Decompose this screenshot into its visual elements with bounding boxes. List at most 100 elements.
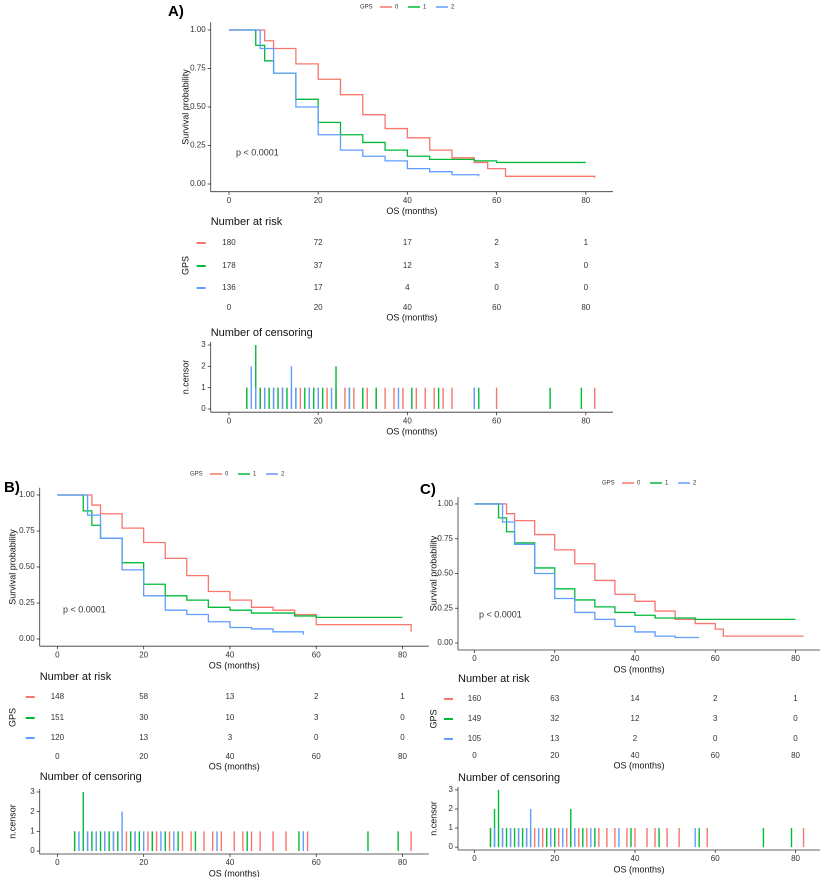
risk-count: 13 xyxy=(225,692,234,701)
x-tick-label: 80 xyxy=(398,858,407,867)
risk-count: 136 xyxy=(222,283,236,292)
legend-title: GPS xyxy=(360,5,373,11)
risk-count: 1 xyxy=(400,692,405,701)
x-tick-label: 20 xyxy=(139,752,148,761)
y-tick-label: 3 xyxy=(30,787,35,796)
panel-label: C) xyxy=(420,481,436,498)
y-tick-label: 0.00 xyxy=(19,634,35,643)
risk-count: 17 xyxy=(314,283,323,292)
risk-count: 63 xyxy=(550,694,559,703)
x-tick-label: 0 xyxy=(227,303,232,312)
risk-count: 30 xyxy=(139,713,148,722)
plot-title: Number of censoring xyxy=(458,772,560,784)
risk-count: 58 xyxy=(139,692,148,701)
y-axis-title: n.censor xyxy=(180,360,190,395)
x-tick-label: 40 xyxy=(403,196,412,205)
risk-count: 2 xyxy=(494,238,499,247)
legend-label: 1 xyxy=(253,472,257,478)
x-tick-label: 80 xyxy=(581,303,590,312)
x-tick-label: 20 xyxy=(550,654,559,663)
risk-count: 72 xyxy=(314,238,323,247)
x-tick-label: 20 xyxy=(139,650,148,659)
survival-curve xyxy=(57,494,412,632)
legend-label: 2 xyxy=(451,5,455,11)
legend-title: GPS xyxy=(190,472,203,478)
risk-count: 4 xyxy=(405,283,410,292)
risk-count: 180 xyxy=(222,238,236,247)
y-tick-label: 0.00 xyxy=(437,638,453,647)
risk-count: 10 xyxy=(225,713,234,722)
risk-count: 37 xyxy=(314,261,323,270)
risk-count: 3 xyxy=(494,261,499,270)
x-tick-label: 80 xyxy=(581,416,590,425)
x-tick-label: 60 xyxy=(492,303,501,312)
legend-label: 1 xyxy=(665,481,669,487)
risk-count: 0 xyxy=(400,733,405,742)
risk-count: 2 xyxy=(314,692,319,701)
x-tick-label: 80 xyxy=(791,751,800,760)
y-tick-label: 0.00 xyxy=(190,179,206,188)
risk-count: 120 xyxy=(51,733,65,742)
y-tick-label: 0.25 xyxy=(437,603,453,612)
x-tick-label: 60 xyxy=(312,858,321,867)
risk-count: 0 xyxy=(793,734,798,743)
x-tick-label: 60 xyxy=(492,416,501,425)
risk-count: 151 xyxy=(51,713,65,722)
y-tick-label: 1.00 xyxy=(190,25,206,34)
risk-count: 3 xyxy=(314,713,319,722)
y-tick-label: 2 xyxy=(449,804,454,813)
risk-count: 149 xyxy=(468,714,482,723)
p-value: p < 0.0001 xyxy=(236,147,279,157)
x-tick-label: 60 xyxy=(312,752,321,761)
x-tick-label: 80 xyxy=(791,854,800,863)
x-tick-label: 0 xyxy=(55,752,60,761)
x-axis-title: OS (months) xyxy=(613,864,664,874)
p-value: p < 0.0001 xyxy=(479,609,522,619)
x-tick-label: 40 xyxy=(631,654,640,663)
x-tick-label: 40 xyxy=(225,650,234,659)
risk-count: 17 xyxy=(403,238,412,247)
legend-label: 2 xyxy=(281,472,285,478)
y-tick-label: 3 xyxy=(449,785,454,794)
y-tick-label: 1.00 xyxy=(437,499,453,508)
survival-curve xyxy=(228,29,480,177)
survival-curve xyxy=(474,503,804,637)
panel-label: B) xyxy=(4,479,20,496)
y-axis-title: n.censor xyxy=(7,804,17,839)
x-tick-label: 80 xyxy=(398,650,407,659)
legend-label: 0 xyxy=(225,472,229,478)
risk-count: 0 xyxy=(314,733,319,742)
p-value: p < 0.0001 xyxy=(63,604,106,614)
risk-count: 0 xyxy=(584,261,589,270)
x-axis-title: OS (months) xyxy=(386,427,437,437)
risk-count: 13 xyxy=(139,733,148,742)
y-tick-label: 0 xyxy=(30,846,35,855)
x-tick-label: 0 xyxy=(55,650,60,659)
y-tick-label: 0.50 xyxy=(437,569,453,578)
y-axis-title: Survival probability xyxy=(180,69,190,145)
x-axis-title: OS (months) xyxy=(209,661,260,671)
x-tick-label: 40 xyxy=(631,854,640,863)
x-tick-label: 0 xyxy=(227,416,232,425)
x-tick-label: 20 xyxy=(550,854,559,863)
risk-count: 3 xyxy=(713,714,718,723)
x-tick-label: 0 xyxy=(472,854,477,863)
plot-title: Number of censoring xyxy=(211,327,313,339)
x-tick-label: 60 xyxy=(711,854,720,863)
y-tick-label: 0.75 xyxy=(19,526,35,535)
risk-count: 12 xyxy=(631,714,640,723)
table-title: Number at risk xyxy=(458,673,530,685)
risk-count: 0 xyxy=(400,713,405,722)
risk-count: 160 xyxy=(468,694,482,703)
x-tick-label: 0 xyxy=(472,751,477,760)
x-axis-title: OS (months) xyxy=(386,206,437,216)
risk-count: 1 xyxy=(793,694,798,703)
survival-curve xyxy=(228,29,596,178)
y-axis-title: GPS xyxy=(428,709,438,728)
x-tick-label: 40 xyxy=(225,858,234,867)
x-axis-title: OS (months) xyxy=(209,868,260,877)
survival-curve xyxy=(228,29,586,164)
risk-count: 0 xyxy=(793,714,798,723)
x-tick-label: 0 xyxy=(227,196,232,205)
x-tick-label: 20 xyxy=(314,303,323,312)
